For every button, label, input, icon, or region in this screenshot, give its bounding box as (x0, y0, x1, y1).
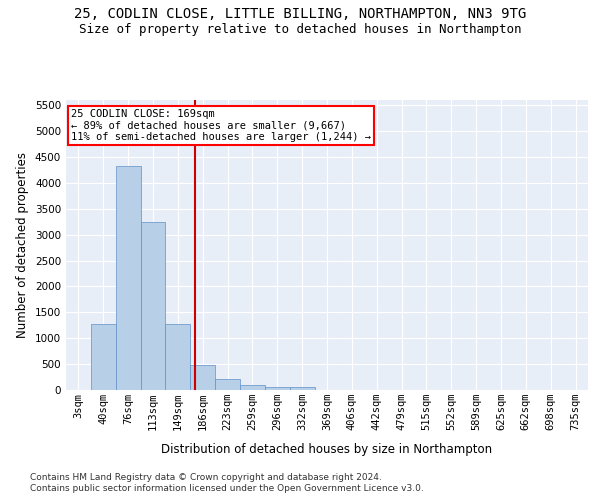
Bar (240, 386, 265, 390)
Bar (290, 388, 314, 390)
Text: Distribution of detached houses by size in Northampton: Distribution of detached houses by size … (161, 442, 493, 456)
Text: 25, CODLIN CLOSE, LITTLE BILLING, NORTHAMPTON, NN3 9TG: 25, CODLIN CLOSE, LITTLE BILLING, NORTHA… (74, 8, 526, 22)
Y-axis label: Number of detached properties: Number of detached properties (16, 152, 29, 338)
Text: Contains HM Land Registry data © Crown copyright and database right 2024.: Contains HM Land Registry data © Crown c… (30, 472, 382, 482)
Bar (215, 378, 240, 390)
Bar (140, 222, 166, 390)
Text: Size of property relative to detached houses in Northampton: Size of property relative to detached ho… (79, 22, 521, 36)
Bar (265, 387, 290, 390)
Bar (116, 166, 140, 390)
Bar (166, 324, 190, 390)
Text: Contains public sector information licensed under the Open Government Licence v3: Contains public sector information licen… (30, 484, 424, 493)
Text: 25 CODLIN CLOSE: 169sqm
← 89% of detached houses are smaller (9,667)
11% of semi: 25 CODLIN CLOSE: 169sqm ← 89% of detache… (71, 108, 371, 142)
Bar (91, 324, 116, 390)
Bar (190, 364, 215, 390)
